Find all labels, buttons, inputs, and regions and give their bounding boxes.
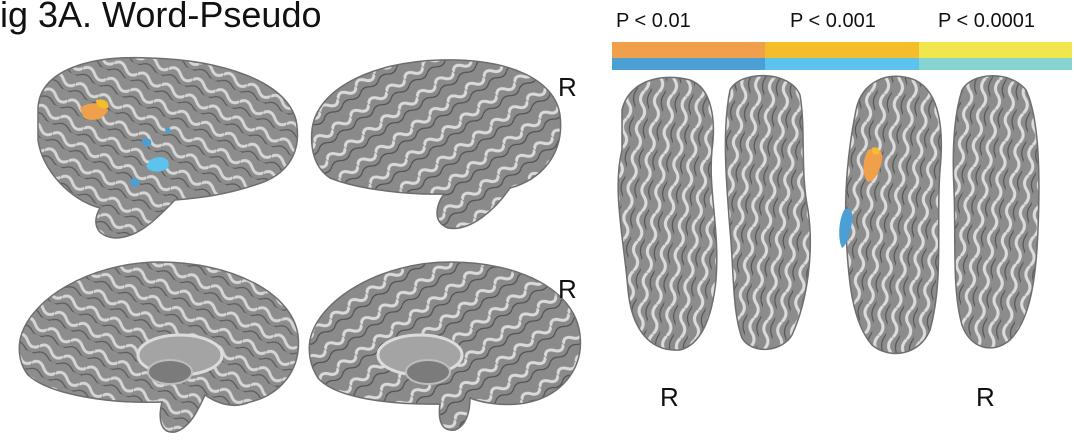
right-thalamus (405, 359, 451, 385)
left-thalamus (147, 359, 193, 385)
dorsal-cool-cluster (839, 208, 853, 248)
figure-title: Fig 3A. Word-Pseudo (0, 0, 322, 35)
colorbar-cool-p01 (612, 58, 766, 70)
left-medial-view (18, 261, 300, 433)
significance-colorbar (612, 42, 1072, 70)
right-medial-view (308, 261, 582, 431)
dorsal-r-label: R (976, 382, 995, 412)
dorsal-left-hemisphere (844, 75, 943, 355)
colorbar-cool-p001 (765, 58, 919, 70)
legend-label-p001: P < 0.001 (790, 10, 876, 32)
ventral-right-hemisphere (724, 74, 812, 351)
dorsal-view (839, 75, 1040, 355)
right-medial-r-label: R (558, 274, 577, 304)
ventral-left-hemisphere (617, 76, 718, 351)
colorbar-warm-p01 (612, 42, 766, 58)
right-lateral-view (310, 59, 562, 230)
left-lateral-cool-cluster-1 (142, 138, 152, 147)
ventral-r-label: R (660, 382, 679, 412)
legend-label-p01: P < 0.01 (616, 10, 691, 32)
ventral-view (617, 74, 812, 351)
colorbar-warm-p001 (765, 42, 919, 58)
dorsal-warm-cluster (863, 148, 883, 182)
colorbar-cool-p0001 (918, 58, 1072, 70)
left-lateral-cool-cluster-2 (146, 157, 169, 172)
left-lateral-view (37, 56, 299, 239)
left-lateral-cortex (37, 56, 299, 239)
colorbar-warm-p0001 (918, 42, 1072, 58)
dorsal-warm-cluster-peak (871, 147, 880, 155)
right-lateral-cortex (310, 59, 562, 230)
left-lateral-warm-cluster-peak (96, 99, 109, 109)
left-lateral-cool-cluster-3 (130, 178, 140, 187)
right-lateral-r-label: R (558, 72, 577, 102)
left-lateral-warm-cluster (80, 103, 108, 120)
legend-label-p0001: P < 0.0001 (938, 10, 1035, 32)
dorsal-right-hemisphere (952, 75, 1040, 349)
left-lateral-cool-cluster-4 (165, 127, 171, 134)
